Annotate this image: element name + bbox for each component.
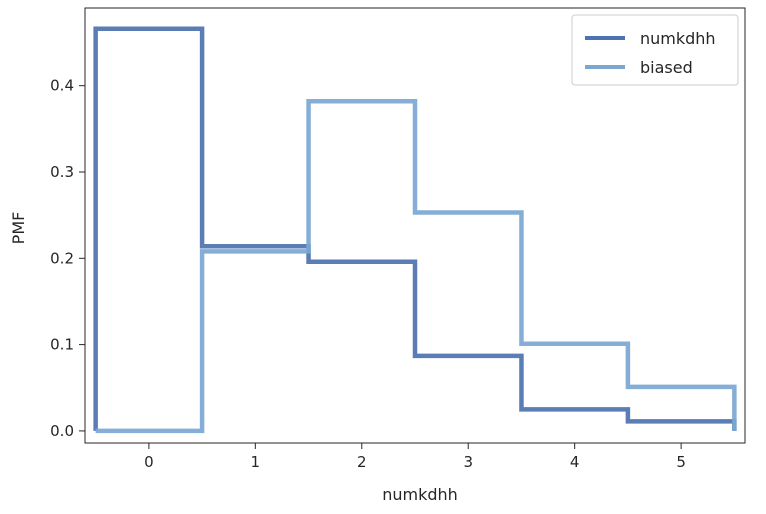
y-tick-label: 0.0 <box>50 422 74 440</box>
legend-label-numkdhh: numkdhh <box>640 29 716 48</box>
series-layer <box>93 26 737 434</box>
y-tick-label: 0.4 <box>50 77 74 95</box>
plot-frame <box>84 7 746 444</box>
x-axis-label: numkdhh <box>382 485 458 504</box>
x-tick-label: 0 <box>144 453 154 471</box>
x-tick-label: 2 <box>357 453 367 471</box>
y-tick-label: 0.1 <box>50 336 74 354</box>
ticks-layer: 0 1 2 3 4 5 0.0 0.1 0.2 0.3 0.4 <box>50 77 686 471</box>
series-line-numkdhh <box>93 26 737 431</box>
series-line-biased <box>95 98 737 434</box>
y-tick-label: 0.3 <box>50 163 74 181</box>
legend-label-biased: biased <box>640 58 693 77</box>
legend: numkdhh biased <box>571 14 739 86</box>
x-tick-label: 4 <box>570 453 580 471</box>
y-tick-label: 0.2 <box>50 249 74 267</box>
x-tick-label: 1 <box>251 453 261 471</box>
x-tick-label: 5 <box>676 453 686 471</box>
y-axis-label: PMF <box>9 212 28 245</box>
x-tick-label: 3 <box>463 453 473 471</box>
